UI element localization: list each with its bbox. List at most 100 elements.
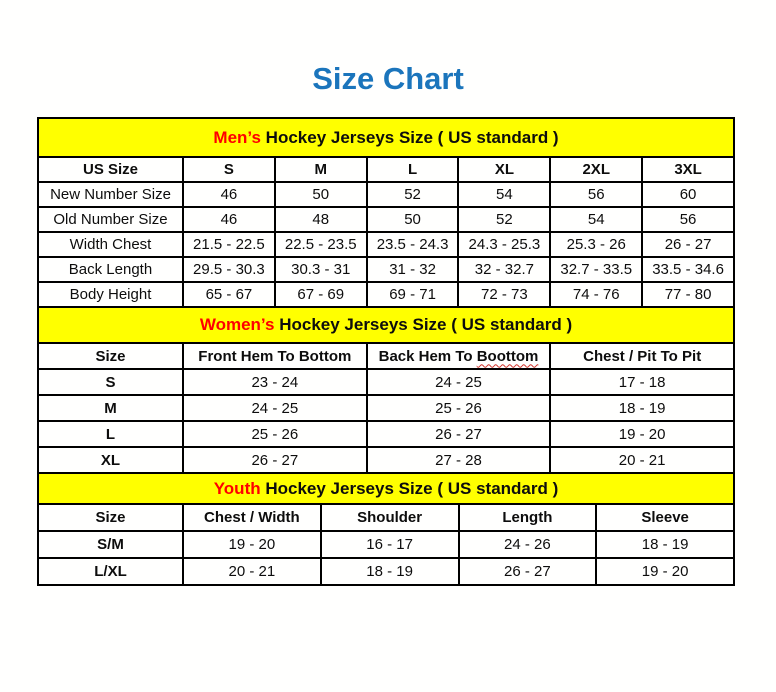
cell: 25.3 - 26 [549,231,644,259]
col-header-size: Size [37,503,184,533]
table-row: Body Height 65 - 67 67 - 69 69 - 71 72 -… [37,281,735,309]
cell: 18 - 19 [319,557,460,587]
cell: 65 - 67 [182,281,276,309]
row-label: New Number Size [37,181,184,209]
cell: 26 - 27 [365,420,552,449]
cell: 46 [182,206,276,234]
cell: 50 [273,181,368,209]
cell: 30.3 - 31 [273,256,368,284]
cell: 46 [182,181,276,209]
men-section-rest: Hockey Jerseys Size ( US standard ) [260,127,559,147]
row-label: L [37,420,184,449]
cell: 24 - 26 [457,530,598,560]
row-label: Old Number Size [37,206,184,234]
col-header-chest-width: Chest / Width [182,503,322,533]
cell: 20 - 21 [549,446,735,475]
size-chart-page: Size Chart Men’s Hockey Jerseys Size ( U… [0,61,776,692]
row-label: M [37,394,184,423]
col-header-m: M [273,156,368,184]
table-row: S 23 - 24 24 - 25 17 - 18 [37,368,735,397]
back-hem-prefix: Back Hem To [378,347,473,365]
cell: 18 - 19 [595,530,735,560]
cell: 18 - 19 [549,394,735,423]
col-header-length: Length [457,503,598,533]
cell: 48 [273,206,368,234]
men-column-header-row: US Size S M L XL 2XL 3XL [37,156,735,184]
cell: 77 - 80 [641,281,735,309]
women-section-header-row: Women’s Hockey Jerseys Size ( US standar… [37,306,735,345]
men-size-table: Men’s Hockey Jerseys Size ( US standard … [37,117,735,309]
cell: 32 - 32.7 [457,256,552,284]
col-header-size: Size [37,342,184,371]
cell: 24 - 25 [182,394,368,423]
col-header-front-hem: Front Hem To Bottom [182,342,368,371]
cell: 26 - 27 [182,446,368,475]
col-header-xl: XL [457,156,552,184]
cell: 32.7 - 33.5 [549,256,644,284]
cell: 29.5 - 30.3 [182,256,276,284]
col-header-s: S [182,156,276,184]
cell: 74 - 76 [549,281,644,309]
row-label: Width Chest [37,231,184,259]
table-row: New Number Size 46 50 52 54 56 60 [37,181,735,209]
col-header-l: L [365,156,460,184]
page-title: Size Chart [312,61,464,96]
col-header-chest-pit: Chest / Pit To Pit [549,342,735,371]
back-hem-misspelled-word: Boottom [476,347,539,365]
table-row: Width Chest 21.5 - 22.5 22.5 - 23.5 23.5… [37,231,735,259]
women-section-header: Women’s Hockey Jerseys Size ( US standar… [37,306,735,345]
row-label: Back Length [37,256,184,284]
cell: 72 - 73 [457,281,552,309]
cell: 33.5 - 34.6 [641,256,735,284]
col-header-3xl: 3XL [641,156,735,184]
men-section-header-row: Men’s Hockey Jerseys Size ( US standard … [37,117,735,159]
women-column-header-row: Size Front Hem To Bottom Back Hem To Boo… [37,342,735,371]
cell: 52 [365,181,460,209]
cell: 24.3 - 25.3 [457,231,552,259]
table-row: M 24 - 25 25 - 26 18 - 19 [37,394,735,423]
cell: 69 - 71 [365,281,460,309]
cell: 56 [549,181,644,209]
cell: 21.5 - 22.5 [182,231,276,259]
row-label: S/M [37,530,184,560]
youth-section-rest: Hockey Jerseys Size ( US standard ) [260,478,559,498]
table-row: L 25 - 26 26 - 27 19 - 20 [37,420,735,449]
cell: 60 [641,181,735,209]
cell: 54 [457,181,552,209]
cell: 52 [457,206,552,234]
men-section-highlight: Men’s [213,127,261,147]
cell: 19 - 20 [549,420,735,449]
cell: 26 - 27 [457,557,598,587]
youth-section-header: Youth Hockey Jerseys Size ( US standard … [37,472,735,506]
col-header-shoulder: Shoulder [319,503,460,533]
table-row: Back Length 29.5 - 30.3 30.3 - 31 31 - 3… [37,256,735,284]
row-label: S [37,368,184,397]
cell: 56 [641,206,735,234]
youth-section-highlight: Youth [213,478,261,498]
cell: 22.5 - 23.5 [273,231,368,259]
col-header-us-size: US Size [37,156,184,184]
women-size-table: Women’s Hockey Jerseys Size ( US standar… [37,306,735,475]
table-row: Old Number Size 46 48 50 52 54 56 [37,206,735,234]
row-label: Body Height [37,281,184,309]
row-label: XL [37,446,184,475]
youth-column-header-row: Size Chest / Width Shoulder Length Sleev… [37,503,735,533]
cell: 23 - 24 [182,368,368,397]
cell: 50 [365,206,460,234]
cell: 24 - 25 [365,368,552,397]
cell: 25 - 26 [365,394,552,423]
table-row: L/XL 20 - 21 18 - 19 26 - 27 19 - 20 [37,557,735,587]
cell: 27 - 28 [365,446,552,475]
table-row: S/M 19 - 20 16 - 17 24 - 26 18 - 19 [37,530,735,560]
row-label: L/XL [37,557,184,587]
men-section-header: Men’s Hockey Jerseys Size ( US standard … [37,117,735,159]
youth-size-table: Youth Hockey Jerseys Size ( US standard … [37,472,735,587]
cell: 31 - 32 [365,256,460,284]
cell: 67 - 69 [273,281,368,309]
cell: 19 - 20 [182,530,322,560]
table-row: XL 26 - 27 27 - 28 20 - 21 [37,446,735,475]
col-header-back-hem: Back Hem To Boottom [365,342,552,371]
women-section-rest: Hockey Jerseys Size ( US standard ) [274,315,573,335]
cell: 25 - 26 [182,420,368,449]
cell: 20 - 21 [182,557,322,587]
